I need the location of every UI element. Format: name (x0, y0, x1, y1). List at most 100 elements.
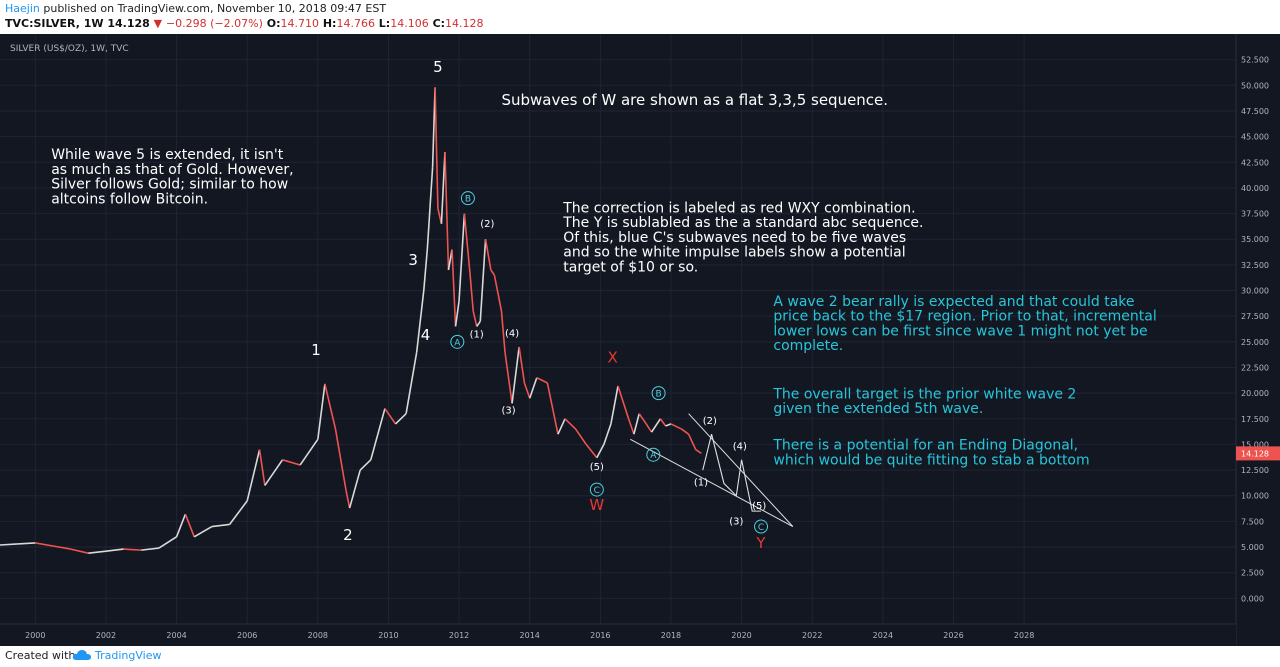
x-tick-label: 2014 (520, 631, 540, 640)
last-price: 14.128 (107, 17, 150, 30)
price-segment (627, 418, 635, 435)
annotation-text: Of this, blue C's subwaves need to be fi… (563, 230, 906, 246)
x-tick-label: 2012 (449, 631, 469, 640)
price-segment (633, 413, 640, 435)
chart-title: SILVER (US$/OZ), 1W, TVC (10, 44, 129, 54)
low-value: 14.106 (390, 17, 429, 30)
y-tick-label: 20.000 (1241, 389, 1269, 398)
price-segment (638, 413, 647, 425)
annotation-text: target of $10 or so. (563, 259, 698, 275)
price-segment (454, 300, 460, 327)
annotation-text: Silver follows Gold; similar to how (51, 177, 288, 193)
x-tick-label: 2006 (237, 631, 257, 640)
x-tick-label: 2002 (96, 631, 116, 640)
x-tick-label: 2024 (873, 631, 893, 640)
price-segment (70, 548, 89, 554)
circled-wave-label: A (454, 338, 461, 348)
price-axis-labels: 52.500 50.000 47.500 45.000 42.500 40.000 37.5… (1236, 56, 1280, 603)
y-tick-label: 2.500 (1241, 569, 1264, 578)
circled-wave-marker (646, 447, 661, 462)
price-segment (444, 151, 450, 271)
time-axis-panel[interactable] (0, 624, 1236, 646)
x-tick-label: 2022 (802, 631, 822, 640)
wave-label: W (589, 496, 604, 514)
text-notes: Subwaves of W are shown as a flat 3,3,5 … (51, 91, 1157, 468)
circled-wave-label: A (650, 451, 657, 461)
price-segment (687, 433, 697, 450)
price-segment (264, 459, 284, 486)
y-tick-label: 30.000 (1241, 287, 1269, 296)
tradingview-cloud-icon (72, 650, 91, 660)
y-tick-label: 37.500 (1241, 210, 1269, 219)
price-segment (52, 545, 71, 550)
y-tick-label: 7.500 (1241, 517, 1264, 526)
symbol-label: TVC:SILVER, 1W (5, 17, 104, 30)
wave-label: (2) (480, 219, 494, 230)
wave-label: 1 (311, 341, 321, 359)
annotation-text: While wave 5 is extended, it isn't (51, 147, 284, 163)
price-segment (434, 87, 439, 209)
price-segment (282, 459, 301, 466)
publish-info: published on TradingView.com, November 1… (43, 2, 387, 15)
wave-label: 5 (433, 58, 443, 76)
y-tick-label: 40.000 (1241, 184, 1269, 193)
price-segment (370, 408, 386, 461)
price-segment (422, 249, 429, 291)
price-segment (536, 377, 548, 384)
price-segment (665, 423, 672, 427)
circled-wave-label: C (758, 523, 764, 533)
wave-label: (3) (729, 516, 743, 527)
y-tick-label: 50.000 (1241, 81, 1269, 90)
circled-wave-label: C (594, 486, 600, 496)
footer: Created with TradingView (0, 646, 1280, 667)
annotation-text: The overall target is the prior white wa… (772, 386, 1076, 402)
price-segment (17, 542, 36, 545)
price-segment (105, 548, 124, 552)
y-tick-label: 35.000 (1241, 235, 1269, 244)
price-chart[interactable]: 5 3 4 1 2 (1) (2) (3) (4) (5) (1) (2) (3) (4) (5) X W Y A B… (0, 34, 1280, 646)
price-segment (490, 269, 496, 276)
annotation-text: There is a potential for an Ending Diago… (772, 438, 1078, 454)
circled-wave-label: B (656, 390, 662, 400)
price-segment (415, 290, 425, 353)
price-segment (603, 423, 612, 445)
high-value: 14.766 (336, 17, 375, 30)
wave-label: (2) (703, 416, 717, 427)
circled-wave-marker (651, 386, 666, 401)
wave-label: X (608, 348, 618, 366)
tradingview-brand-link[interactable]: TradingView (95, 649, 162, 662)
price-segment (334, 428, 347, 491)
price-segment (650, 418, 662, 433)
price-segment (175, 513, 187, 538)
high-label: H: (322, 17, 337, 30)
price-segment (504, 351, 513, 404)
price-segment (476, 320, 481, 327)
price-segment (405, 351, 418, 414)
author-link[interactable]: Haejin (5, 2, 40, 15)
price-segment (451, 249, 457, 327)
down-triangle-icon: ▼ (153, 17, 163, 30)
price-segment (394, 413, 407, 425)
price-segment (228, 500, 248, 525)
price-segment (317, 383, 326, 440)
y-tick-label: 52.500 (1241, 56, 1269, 65)
wave-label: (4) (505, 329, 519, 340)
price-segment (557, 418, 566, 435)
wave-label: 2 (343, 526, 353, 544)
x-tick-label: 2018 (661, 631, 681, 640)
price-axis-panel[interactable] (1236, 34, 1280, 646)
price-segment (458, 213, 466, 301)
price-segment (463, 213, 471, 271)
price-segment (472, 310, 478, 327)
open-label: O: (266, 17, 281, 30)
price-segment (158, 536, 178, 549)
price-segment (585, 443, 598, 459)
price-segment (574, 428, 587, 445)
annotation-text: Subwaves of W are shown as a flat 3,3,5 … (501, 91, 888, 109)
circled-wave-marker (754, 519, 769, 534)
price-segment (523, 382, 531, 399)
created-with-label: Created with (5, 649, 76, 662)
y-tick-label: 27.500 (1241, 312, 1269, 321)
chart-header: Haejin published on TradingView.com, Nov… (0, 0, 1280, 34)
y-tick-label: 25.000 (1241, 338, 1269, 347)
